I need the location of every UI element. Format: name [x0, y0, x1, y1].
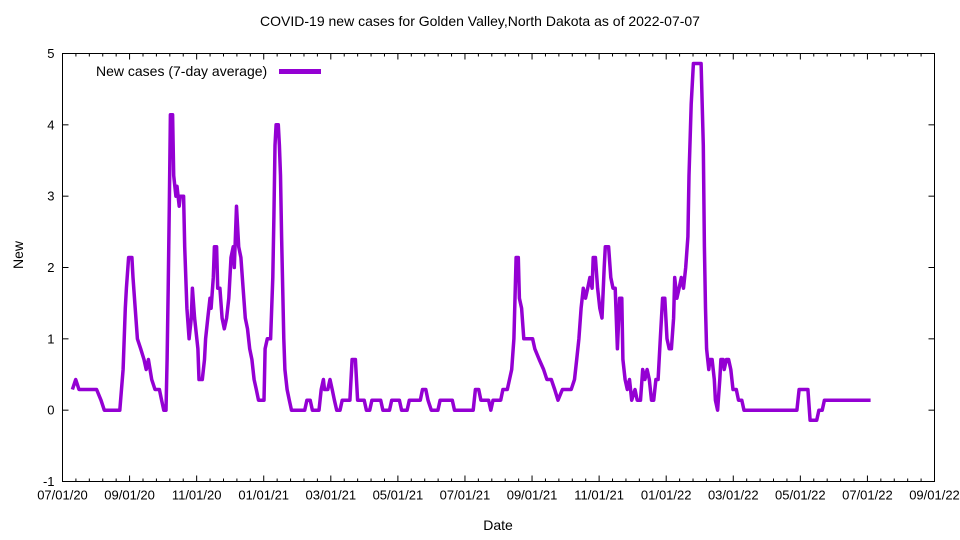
y-tick-label: 4 — [47, 117, 54, 132]
y-tick-label: 2 — [47, 260, 54, 275]
x-tick-label: 07/01/22 — [842, 488, 893, 503]
legend-label: New cases (7-day average) — [96, 63, 268, 79]
x-axis-label: Date — [483, 517, 513, 533]
series-line — [70, 61, 871, 422]
x-tick-label: 11/01/21 — [574, 488, 624, 503]
x-tick-label: 01/01/21 — [238, 488, 289, 503]
x-tick-label: 07/01/21 — [440, 488, 491, 503]
x-tick-label: 09/01/21 — [507, 488, 558, 503]
chart-title: COVID-19 new cases for Golden Valley,Nor… — [260, 13, 700, 29]
legend: New cases (7-day average) — [96, 63, 322, 79]
x-tick-label: 11/01/20 — [172, 488, 222, 503]
legend-line-sample — [279, 68, 322, 74]
x-tick-label: 03/01/21 — [306, 488, 357, 503]
x-tick-label: 09/01/20 — [104, 488, 155, 503]
x-tick-label: 05/01/22 — [775, 488, 826, 503]
y-axis-label: New — [10, 241, 26, 270]
y-tick-label: 0 — [47, 403, 54, 418]
x-tick-label: 01/01/22 — [641, 488, 692, 503]
y-tick-label: 1 — [47, 331, 54, 346]
y-tick-label: -1 — [43, 474, 55, 489]
x-tick-label: 07/01/20 — [37, 488, 88, 503]
x-tick-label: 05/01/21 — [373, 488, 424, 503]
plot-border — [62, 53, 935, 482]
x-tick-label: 09/01/22 — [909, 488, 960, 503]
y-tick-label: 5 — [47, 46, 54, 61]
y-tick-label: 3 — [47, 189, 54, 204]
x-tick-label: 03/01/22 — [708, 488, 759, 503]
